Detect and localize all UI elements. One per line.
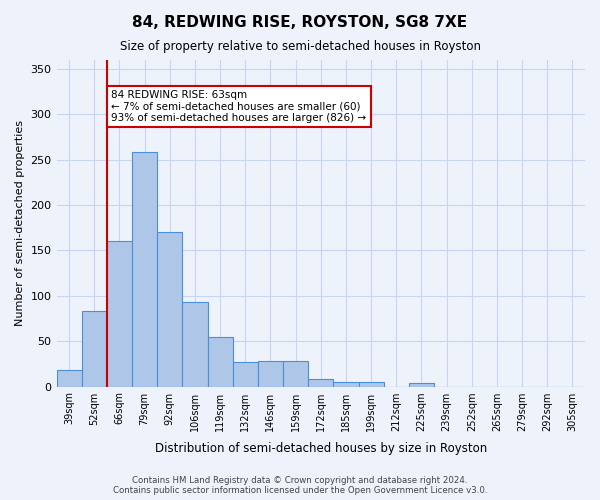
Bar [359, 382, 383, 386]
Bar [157, 232, 182, 386]
Bar [132, 152, 157, 386]
Bar [308, 380, 334, 386]
Text: Size of property relative to semi-detached houses in Royston: Size of property relative to semi-detach… [119, 40, 481, 53]
Bar [56, 370, 82, 386]
Bar [409, 383, 434, 386]
Bar [233, 362, 258, 386]
Bar [82, 311, 107, 386]
Bar [283, 361, 308, 386]
X-axis label: Distribution of semi-detached houses by size in Royston: Distribution of semi-detached houses by … [155, 442, 487, 455]
Bar [334, 382, 359, 386]
Text: 84, REDWING RISE, ROYSTON, SG8 7XE: 84, REDWING RISE, ROYSTON, SG8 7XE [133, 15, 467, 30]
Bar [208, 336, 233, 386]
Text: Contains HM Land Registry data © Crown copyright and database right 2024.
Contai: Contains HM Land Registry data © Crown c… [113, 476, 487, 495]
Y-axis label: Number of semi-detached properties: Number of semi-detached properties [15, 120, 25, 326]
Bar [258, 361, 283, 386]
Text: 84 REDWING RISE: 63sqm
← 7% of semi-detached houses are smaller (60)
93% of semi: 84 REDWING RISE: 63sqm ← 7% of semi-deta… [112, 90, 367, 123]
Bar [182, 302, 208, 386]
Bar [107, 242, 132, 386]
